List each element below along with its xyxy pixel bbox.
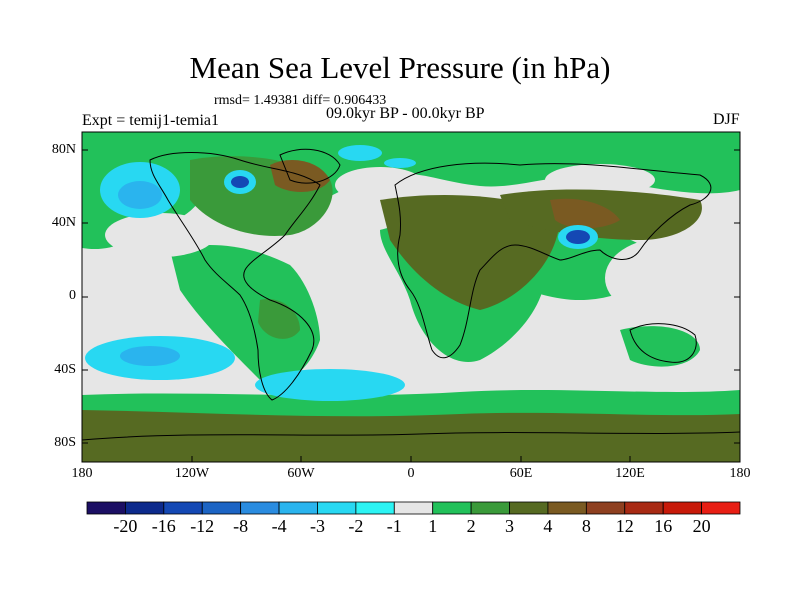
colorbar-label: -8 xyxy=(233,516,249,536)
blue-bay-of-bengal xyxy=(566,230,590,244)
blue-south-pacific xyxy=(120,346,180,366)
colorbar-label: 1 xyxy=(428,516,438,536)
colorbar-swatch xyxy=(86,501,126,515)
colorbar-swatch xyxy=(125,501,165,515)
pressure-field xyxy=(82,132,740,462)
olive-africa xyxy=(380,195,560,310)
x-label-120e: 120E xyxy=(615,466,645,481)
colorbar-label: 8 xyxy=(581,516,591,536)
colorbar-swatch xyxy=(317,501,357,515)
green-south-america xyxy=(170,245,320,385)
blue-north-pacific xyxy=(118,181,162,209)
colorbar-swatch xyxy=(701,501,741,515)
y-label-80s: 80S xyxy=(54,435,76,450)
colorbar-swatch xyxy=(432,501,472,515)
period-label: 09.0kyr BP - 00.0kyr BP xyxy=(326,105,485,122)
green-australia xyxy=(620,326,700,367)
x-label-120w: 120W xyxy=(174,466,210,481)
cyan-iceland xyxy=(384,158,416,168)
colorbar-swatch xyxy=(278,501,318,515)
colorbar-label: 2 xyxy=(466,516,476,536)
colorbar-label: -20 xyxy=(113,516,138,536)
colorbar-swatch xyxy=(393,501,434,515)
colorbar-label: -4 xyxy=(271,516,287,536)
coastline-antarctica xyxy=(82,431,740,441)
coastline-eurasia-africa xyxy=(394,162,712,359)
colorbar-swatch xyxy=(585,501,626,515)
colorbar-swatch xyxy=(509,501,549,515)
colorbar-label: -2 xyxy=(348,516,364,536)
colorbar-swatch xyxy=(201,501,242,515)
colorbar-label: 12 xyxy=(615,516,634,536)
coastline-americas xyxy=(149,152,321,401)
y-label-40s: 40S xyxy=(54,362,76,377)
map-title: Mean Sea Level Pressure (in hPa) xyxy=(189,50,611,85)
axis-ticks xyxy=(81,149,741,462)
colorbar-label: 3 xyxy=(505,516,514,536)
x-label-60e: 60E xyxy=(509,466,533,481)
neutral-west-pacific xyxy=(605,238,725,318)
rmsd-diff-stats: rmsd= 1.49381 diff= 0.906433 xyxy=(214,93,387,108)
colorbar-swatch xyxy=(163,501,203,515)
y-label-80n: 80N xyxy=(51,142,76,157)
olive-antarctica xyxy=(82,410,740,462)
x-label-60w: 60W xyxy=(287,466,315,481)
colorbar-label: -3 xyxy=(310,516,325,536)
colorbar-swatch xyxy=(240,501,280,515)
colorbar-swatch xyxy=(547,501,587,515)
x-label-180w: 180 xyxy=(71,466,93,481)
colorbar-swatch xyxy=(470,501,510,515)
colorbar-label: 4 xyxy=(543,516,553,536)
y-label-0: 0 xyxy=(69,288,76,303)
neutral-east-asia xyxy=(545,164,655,196)
y-label-40n: 40N xyxy=(51,215,76,230)
cyan-south-atlantic xyxy=(255,369,405,401)
x-label-180e: 180 xyxy=(729,466,751,481)
brown-tibet xyxy=(550,198,620,229)
colorbar-label: 16 xyxy=(654,516,673,536)
neutral-east-pacific xyxy=(105,213,215,257)
colorbar-label: -12 xyxy=(190,516,215,536)
colorbar-label: -16 xyxy=(151,516,176,536)
colorbar-swatch xyxy=(355,501,395,515)
colorbar xyxy=(86,501,741,515)
x-label-0: 0 xyxy=(407,466,415,481)
coastline-greenland xyxy=(279,148,341,184)
colorbar-swatch xyxy=(662,501,702,515)
neutral-north-atlantic xyxy=(335,167,425,203)
cyan-greenland xyxy=(338,145,382,161)
season-label: DJF xyxy=(713,111,740,128)
coastline-australia xyxy=(629,323,697,363)
colorbar-label: -1 xyxy=(386,516,402,536)
blue-hudson xyxy=(231,176,249,188)
colorbar-swatch xyxy=(624,501,664,515)
experiment-label: Expt = temij1-temia1 xyxy=(82,112,219,129)
coastlines xyxy=(82,148,740,441)
colorbar-label: 20 xyxy=(692,516,711,536)
